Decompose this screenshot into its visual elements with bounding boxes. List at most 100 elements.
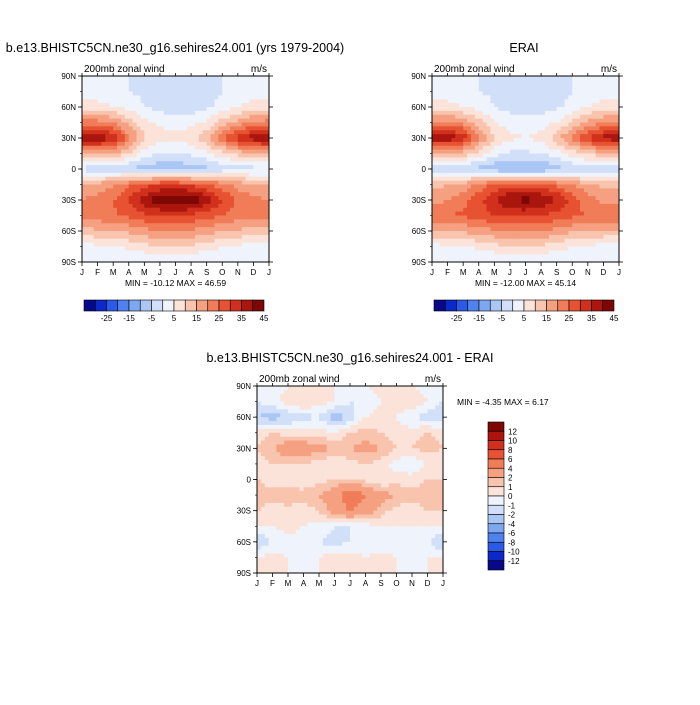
heatmap-cell xyxy=(440,76,444,80)
heatmap-cell xyxy=(191,200,195,204)
heatmap-cell xyxy=(327,386,331,390)
heatmap-cell xyxy=(537,185,541,189)
heatmap-cell xyxy=(265,386,269,390)
heatmap-cell xyxy=(203,115,207,119)
heatmap-cell xyxy=(191,138,195,142)
heatmap-cell xyxy=(168,157,172,161)
heatmap-cell xyxy=(576,119,580,123)
heatmap-cell xyxy=(113,150,117,154)
heatmap-cell xyxy=(117,76,121,80)
heatmap-cell xyxy=(592,111,596,115)
heatmap-cell xyxy=(611,111,615,115)
heatmap-cell xyxy=(596,80,600,84)
heatmap-cell xyxy=(572,138,576,142)
heatmap-cell xyxy=(137,208,141,212)
heatmap-cell xyxy=(226,231,230,235)
heatmap-cell xyxy=(440,219,444,223)
heatmap-cell xyxy=(444,150,448,154)
heatmap-cell xyxy=(541,247,545,251)
heatmap-cell xyxy=(211,119,215,123)
heatmap-cell xyxy=(568,107,572,111)
heatmap-cell xyxy=(533,88,537,92)
heatmap-cell xyxy=(214,142,218,146)
heatmap-cell xyxy=(553,200,557,204)
heatmap-cell xyxy=(183,88,187,92)
heatmap-cell xyxy=(140,157,144,161)
heatmap-cell xyxy=(526,243,530,247)
heatmap-cell xyxy=(506,134,510,138)
heatmap-cell xyxy=(611,239,615,243)
heatmap-cell xyxy=(121,95,125,99)
heatmap-cell xyxy=(226,227,230,231)
heatmap-cell xyxy=(261,394,265,398)
heatmap-cell xyxy=(526,92,530,96)
heatmap-cell xyxy=(98,76,102,80)
heatmap-cell xyxy=(257,99,261,103)
heatmap-cell xyxy=(187,247,191,251)
heatmap-cell xyxy=(234,150,238,154)
heatmap-cell xyxy=(487,130,491,134)
heatmap-cell xyxy=(529,185,533,189)
heatmap-cell xyxy=(576,130,580,134)
heatmap-cell xyxy=(148,161,152,165)
heatmap-cell xyxy=(250,223,254,227)
heatmap-cell xyxy=(440,115,444,119)
heatmap-cell xyxy=(561,235,565,239)
heatmap-cell xyxy=(498,161,502,165)
heatmap-cell xyxy=(541,119,545,123)
heatmap-cell xyxy=(179,185,183,189)
heatmap-cell xyxy=(607,138,611,142)
heatmap-cell xyxy=(600,92,604,96)
heatmap-cell xyxy=(475,219,479,223)
heatmap-cell xyxy=(211,200,215,204)
heatmap-cell xyxy=(502,130,506,134)
heatmap-cell xyxy=(576,115,580,119)
heatmap-cell xyxy=(160,254,164,258)
heatmap-cell xyxy=(179,146,183,150)
heatmap-cell xyxy=(176,138,180,142)
heatmap-cell xyxy=(545,208,549,212)
heatmap-cell xyxy=(592,247,596,251)
heatmap-cell xyxy=(514,88,518,92)
heatmap-cell xyxy=(487,212,491,216)
heatmap-cell xyxy=(137,157,141,161)
heatmap-cell xyxy=(144,157,148,161)
y-tick-label: 90S xyxy=(62,258,76,267)
heatmap-cell xyxy=(140,200,144,204)
heatmap-cell xyxy=(253,130,257,134)
heatmap-cell xyxy=(246,227,250,231)
heatmap-cell xyxy=(164,200,168,204)
heatmap-cell xyxy=(455,161,459,165)
heatmap-cell xyxy=(584,223,588,227)
heatmap-cell xyxy=(475,227,479,231)
heatmap-cell xyxy=(545,146,549,150)
heatmap-cell xyxy=(183,208,187,212)
heatmap-cell xyxy=(455,223,459,227)
heatmap-cell xyxy=(253,185,257,189)
heatmap-cell xyxy=(125,130,129,134)
heatmap-cell xyxy=(564,188,568,192)
heatmap-cell xyxy=(518,119,522,123)
heatmap-cell xyxy=(463,219,467,223)
heatmap-cell xyxy=(172,84,176,88)
colorbar-swatch xyxy=(174,300,185,311)
heatmap-cell xyxy=(381,394,385,398)
heatmap-cell xyxy=(436,219,440,223)
heatmap-cell xyxy=(214,235,218,239)
heatmap-cell xyxy=(222,161,226,165)
heatmap-cell xyxy=(518,173,522,177)
heatmap-cell xyxy=(506,177,510,181)
heatmap-cell xyxy=(455,196,459,200)
heatmap-cell xyxy=(222,169,226,173)
heatmap-cell xyxy=(148,250,152,254)
heatmap-cell xyxy=(125,243,129,247)
heatmap-cell xyxy=(176,80,180,84)
heatmap-cell xyxy=(545,216,549,220)
heatmap-cell xyxy=(137,88,141,92)
heatmap-cell xyxy=(238,192,242,196)
heatmap-cell xyxy=(129,223,133,227)
heatmap-cell xyxy=(483,103,487,107)
heatmap-cell xyxy=(436,92,440,96)
heatmap-cell xyxy=(160,138,164,142)
heatmap-cell xyxy=(109,92,113,96)
